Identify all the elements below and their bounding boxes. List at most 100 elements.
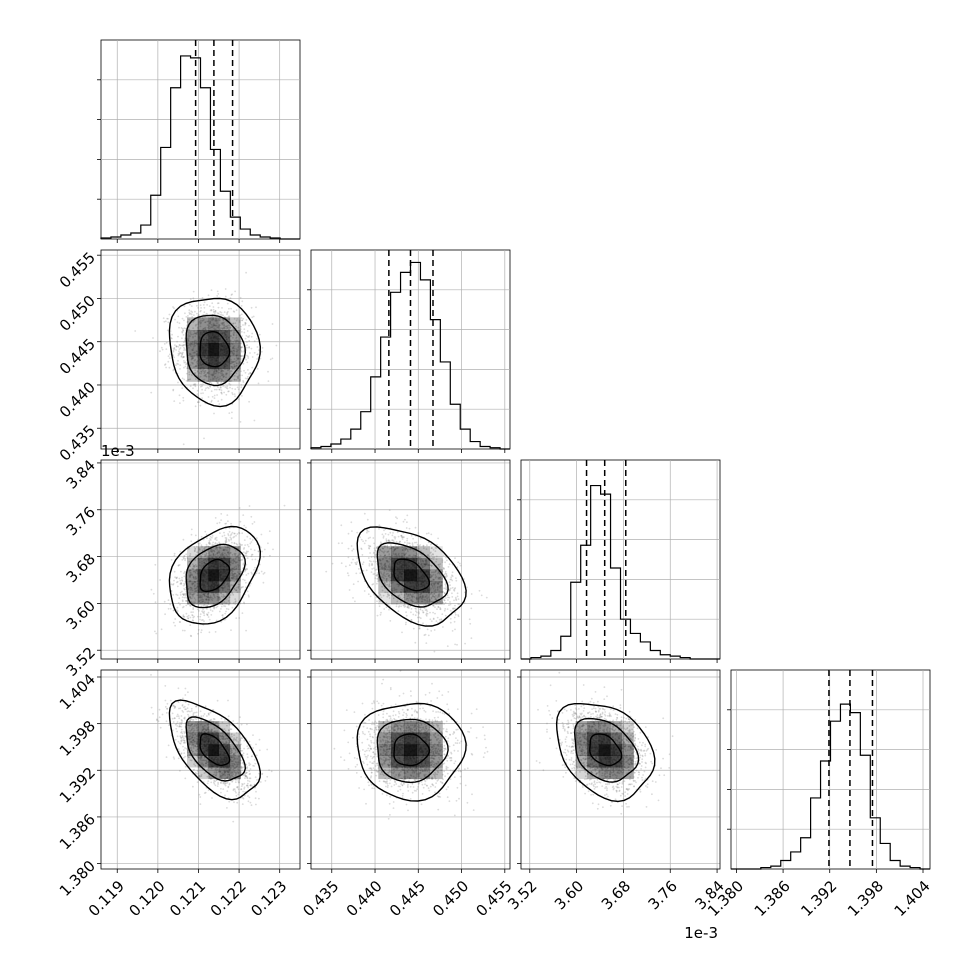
scatter-point	[228, 318, 231, 320]
scatter-point	[200, 756, 203, 759]
scatter-point	[245, 574, 248, 576]
scatter-point	[187, 721, 190, 724]
scatter-point	[438, 564, 440, 566]
scatter-point	[244, 321, 247, 324]
scatter-point	[188, 371, 191, 373]
scatter-point	[384, 568, 387, 571]
scatter-point	[245, 334, 248, 337]
scatter-point	[184, 557, 187, 560]
scatter-point	[187, 344, 190, 347]
scatter-point	[201, 553, 204, 555]
scatter-point	[220, 391, 223, 394]
scatter-point	[185, 596, 188, 599]
scatter-point	[184, 339, 186, 342]
scatter-point	[249, 542, 252, 545]
scatter-point	[214, 309, 217, 312]
scatter-point	[213, 324, 215, 327]
scatter-point	[194, 571, 197, 573]
scatter-point	[178, 326, 180, 329]
scatter-point	[215, 536, 218, 539]
scatter-point	[216, 593, 219, 595]
scatter-point	[213, 607, 216, 610]
scatter-point	[172, 369, 175, 372]
scatter-point	[184, 570, 186, 573]
scatter-point	[208, 730, 211, 733]
scatter-point	[382, 535, 385, 538]
scatter-point	[177, 602, 180, 604]
scatter-point	[173, 400, 176, 402]
scatter-point	[228, 773, 231, 776]
scatter-point	[441, 570, 444, 573]
scatter-point	[442, 554, 445, 557]
scatter-point	[218, 378, 220, 381]
scatter-point	[470, 607, 473, 610]
scatter-point	[194, 335, 197, 338]
scatter-point	[222, 375, 225, 378]
scatter-point	[212, 553, 215, 555]
scatter-point	[228, 382, 231, 385]
scatter-point	[237, 326, 240, 329]
density-cell	[187, 368, 198, 382]
scatter-point	[188, 378, 190, 381]
scatter-point	[179, 364, 182, 366]
scatter-point	[215, 324, 218, 327]
scatter-point	[200, 383, 203, 386]
histogram-steps	[521, 484, 720, 660]
scatter-point	[197, 307, 200, 309]
scatter-point	[231, 347, 234, 350]
scatter-point	[202, 604, 205, 607]
scatter-point	[189, 624, 192, 626]
scatter-point	[227, 786, 230, 789]
scatter-point	[255, 572, 258, 574]
density-cell	[187, 592, 198, 605]
scatter-point	[271, 357, 274, 360]
scatter-point	[181, 330, 184, 333]
scatter-point	[209, 539, 212, 541]
scatter-point	[348, 564, 351, 567]
scatter-point	[208, 322, 211, 325]
scatter-point	[443, 609, 446, 612]
scatter-point	[192, 576, 195, 579]
scatter-point	[214, 543, 217, 545]
scatter-point	[154, 563, 157, 566]
scatter-point	[444, 570, 447, 573]
density-cells	[187, 546, 241, 605]
scatter-point	[188, 580, 191, 583]
scatter-point	[254, 762, 257, 765]
scatter-point	[405, 547, 408, 550]
scatter-point	[239, 314, 242, 317]
scatter-point	[192, 608, 195, 611]
scatter-point	[379, 549, 382, 551]
scatter-point	[378, 551, 380, 553]
scatter-point	[221, 328, 224, 330]
scatter-point	[409, 544, 411, 547]
scatter-point	[257, 550, 260, 553]
scatter-point	[385, 538, 388, 540]
scatter-point	[387, 569, 390, 572]
scatter-point	[210, 401, 213, 403]
scatter-point	[223, 605, 225, 607]
scatter-point	[192, 769, 195, 771]
scatter-point	[188, 579, 191, 582]
scatter-point	[216, 546, 219, 548]
scatter-point	[201, 545, 203, 548]
scatter-point	[202, 759, 205, 762]
scatter-point	[350, 521, 353, 524]
scatter-point	[200, 307, 203, 309]
scatter-point	[235, 565, 238, 568]
scatter-point	[178, 350, 180, 353]
scatter-point	[220, 391, 223, 394]
scatter-point	[379, 613, 382, 616]
scatter-point	[197, 401, 199, 404]
scatter-point	[213, 370, 216, 373]
scatter-point	[401, 538, 404, 540]
scatter-point	[454, 607, 456, 610]
scatter-point	[230, 568, 233, 571]
scatter-point	[364, 539, 367, 542]
scatter-point	[208, 541, 210, 544]
scatter-point	[229, 552, 232, 554]
scatter-point	[244, 324, 247, 326]
scatter-point	[218, 325, 221, 327]
scatter-point	[447, 566, 450, 568]
scatter-point	[170, 337, 173, 339]
